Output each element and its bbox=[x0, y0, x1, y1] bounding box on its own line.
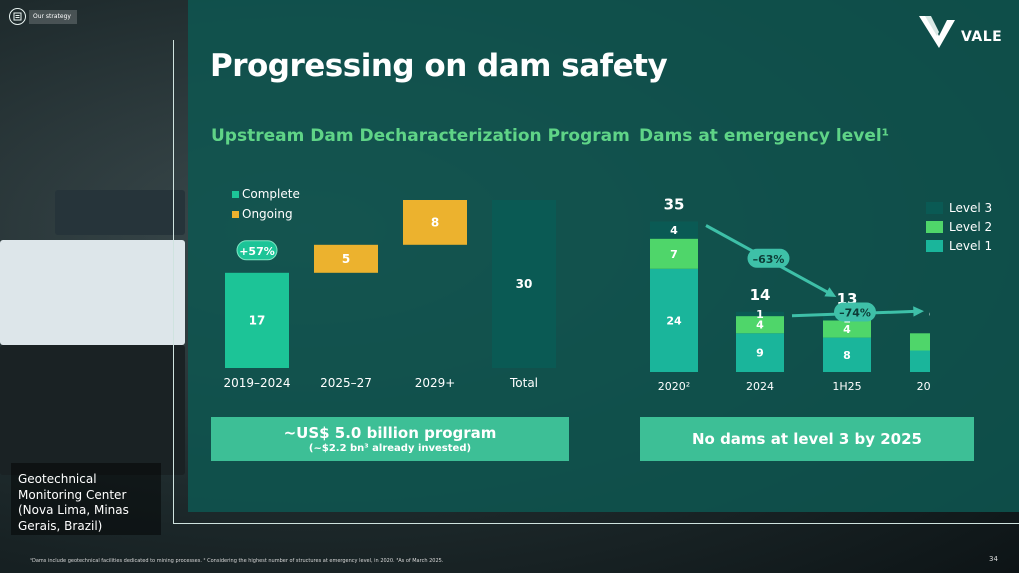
legend-complete-swatch bbox=[232, 190, 239, 198]
left-chart-title: Upstream Dam Decharacterization Program bbox=[211, 126, 630, 146]
segment-value-label: 24 bbox=[666, 314, 682, 327]
category-label: 2029+ bbox=[415, 376, 456, 390]
segment-value-label: 4 bbox=[756, 319, 764, 332]
category-label: 2025–27 bbox=[320, 376, 372, 390]
legend-level1: Level 1 bbox=[926, 239, 992, 253]
legend-level1-swatch bbox=[926, 240, 943, 252]
bar-3 bbox=[492, 200, 556, 368]
bar-1 bbox=[314, 244, 378, 273]
bar-value-label: 30 bbox=[516, 277, 533, 291]
photo-caption: Geotechnical Monitoring Center (Nova Lim… bbox=[18, 472, 129, 533]
footnote: ¹Dams include geotechnical facilities de… bbox=[30, 558, 444, 564]
page-title: Progressing on dam safety bbox=[210, 48, 668, 84]
bar-level3 bbox=[736, 311, 784, 317]
monitor-left bbox=[0, 240, 185, 345]
bar-level2 bbox=[910, 333, 930, 351]
frame-line-horizontal bbox=[173, 523, 1019, 524]
legend-complete-label: Complete bbox=[242, 187, 300, 201]
bar-level3 bbox=[650, 221, 698, 239]
growth-annotation-pill bbox=[236, 240, 278, 261]
segment-value-label: 9 bbox=[756, 347, 764, 360]
legend-complete: Complete bbox=[232, 187, 300, 201]
segment-value-label: 7 bbox=[670, 248, 678, 261]
segment-value-label: 1 bbox=[756, 308, 764, 321]
legend-ongoing-label: Ongoing bbox=[242, 207, 293, 221]
legend-level3-label: Level 3 bbox=[949, 201, 993, 215]
total-value-label: 14 bbox=[750, 286, 771, 304]
program-callout-subtext: (~$2.2 bn³ already invested) bbox=[308, 443, 472, 454]
right-chart-title: Dams at emergency level¹ bbox=[639, 126, 890, 146]
segment-value-label: 4 bbox=[843, 323, 851, 336]
legend-ongoing-swatch bbox=[232, 210, 239, 218]
segment-value-label: 8 bbox=[843, 349, 851, 362]
legend-level2-label: Level 2 bbox=[949, 220, 993, 234]
bar-level2 bbox=[650, 238, 698, 269]
category-label: 2019–2024 bbox=[223, 376, 290, 390]
category-label: 2024 bbox=[746, 380, 774, 393]
reduction-annotation-pill bbox=[834, 302, 876, 322]
desk bbox=[0, 345, 185, 475]
vale-logo-icon bbox=[919, 16, 955, 48]
category-label: 2020² bbox=[658, 380, 690, 393]
total-value-label: 35 bbox=[664, 196, 685, 214]
level3-callout-text: No dams at level 3 by 2025 bbox=[691, 430, 922, 448]
bar-level2 bbox=[736, 316, 784, 334]
decharacterization-chart: 17 2019–2024 5 2025–27 8 2029+ 30 Total +57% bbox=[223, 200, 556, 390]
legend-level1-label: Level 1 bbox=[949, 239, 993, 253]
category-label: 1H25 bbox=[832, 380, 861, 393]
legend-level3: Level 3 bbox=[926, 201, 992, 215]
bar-level2 bbox=[823, 320, 871, 338]
page-number: 34 bbox=[989, 555, 998, 563]
breadcrumb[interactable]: Our strategy bbox=[29, 10, 77, 24]
legend-level2: Level 2 bbox=[926, 220, 992, 234]
total-value-label: 9 bbox=[929, 307, 930, 325]
reduction-annotation: –74% bbox=[839, 307, 871, 320]
bar-level1 bbox=[823, 337, 871, 372]
bar-level1 bbox=[910, 350, 930, 372]
trend-arrow-head bbox=[824, 287, 837, 297]
bar-value-label: 8 bbox=[431, 215, 439, 229]
category-label: 2025e bbox=[917, 380, 930, 393]
emergency-level-chart: 2474352020²941142024841131H255492025e–63… bbox=[650, 196, 930, 393]
category-label: Total bbox=[509, 376, 538, 390]
bar-2 bbox=[403, 200, 467, 245]
segment-value-label: 4 bbox=[670, 224, 678, 237]
program-callout-text: ~US$ 5.0 billion program bbox=[283, 424, 497, 442]
bar-value-label: 5 bbox=[342, 252, 350, 266]
strategy-icon bbox=[9, 8, 26, 25]
trend-arrow-head bbox=[913, 306, 924, 317]
bar-level1 bbox=[736, 333, 784, 372]
photo-caption-box bbox=[11, 463, 161, 535]
legend-ongoing: Ongoing bbox=[232, 207, 293, 221]
bar-0 bbox=[225, 272, 289, 368]
level3-callout: No dams at level 3 by 2025 bbox=[640, 417, 974, 461]
growth-annotation: +57% bbox=[239, 245, 275, 258]
legend-level2-swatch bbox=[926, 221, 943, 233]
bar-level1 bbox=[650, 268, 698, 372]
program-callout: ~US$ 5.0 billion program (~$2.2 bn³ alre… bbox=[211, 417, 569, 461]
logo-text: VALE bbox=[961, 29, 1003, 45]
bar-value-label: 17 bbox=[249, 313, 266, 327]
legend-level3-swatch bbox=[926, 202, 943, 214]
reduction-annotation-pill bbox=[747, 248, 790, 268]
frame-line-vertical bbox=[173, 40, 174, 524]
reduction-annotation: –63% bbox=[753, 253, 785, 266]
monitor-top bbox=[55, 190, 185, 235]
